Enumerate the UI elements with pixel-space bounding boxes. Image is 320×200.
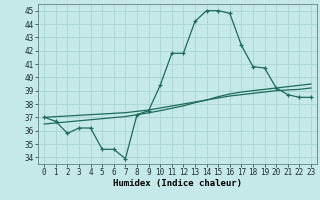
X-axis label: Humidex (Indice chaleur): Humidex (Indice chaleur) — [113, 179, 242, 188]
